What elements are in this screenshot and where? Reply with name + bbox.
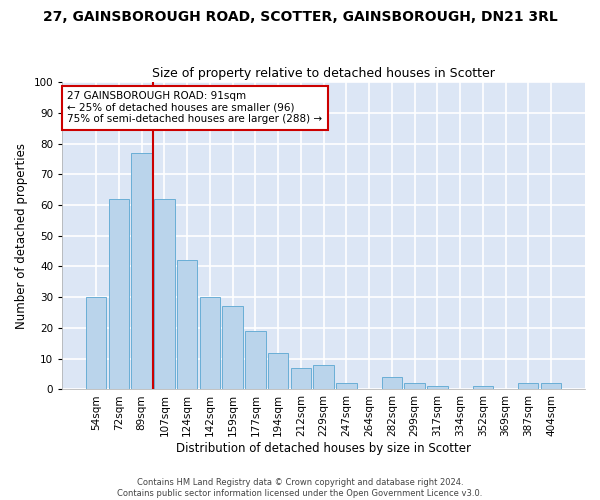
Bar xyxy=(268,352,289,390)
Bar xyxy=(473,386,493,390)
Bar xyxy=(245,331,266,390)
X-axis label: Distribution of detached houses by size in Scotter: Distribution of detached houses by size … xyxy=(176,442,471,455)
Y-axis label: Number of detached properties: Number of detached properties xyxy=(15,143,28,329)
Bar xyxy=(382,377,402,390)
Title: Size of property relative to detached houses in Scotter: Size of property relative to detached ho… xyxy=(152,66,495,80)
Bar xyxy=(131,153,152,390)
Bar xyxy=(177,260,197,390)
Bar xyxy=(290,368,311,390)
Bar xyxy=(109,199,129,390)
Bar xyxy=(86,297,106,390)
Bar xyxy=(223,306,243,390)
Text: 27 GAINSBOROUGH ROAD: 91sqm
← 25% of detached houses are smaller (96)
75% of sem: 27 GAINSBOROUGH ROAD: 91sqm ← 25% of det… xyxy=(67,92,323,124)
Text: 27, GAINSBOROUGH ROAD, SCOTTER, GAINSBOROUGH, DN21 3RL: 27, GAINSBOROUGH ROAD, SCOTTER, GAINSBOR… xyxy=(43,10,557,24)
Bar xyxy=(541,384,561,390)
Bar xyxy=(313,365,334,390)
Bar xyxy=(518,384,538,390)
Text: Contains HM Land Registry data © Crown copyright and database right 2024.
Contai: Contains HM Land Registry data © Crown c… xyxy=(118,478,482,498)
Bar xyxy=(336,384,356,390)
Bar xyxy=(200,297,220,390)
Bar xyxy=(154,199,175,390)
Bar xyxy=(427,386,448,390)
Bar xyxy=(404,384,425,390)
